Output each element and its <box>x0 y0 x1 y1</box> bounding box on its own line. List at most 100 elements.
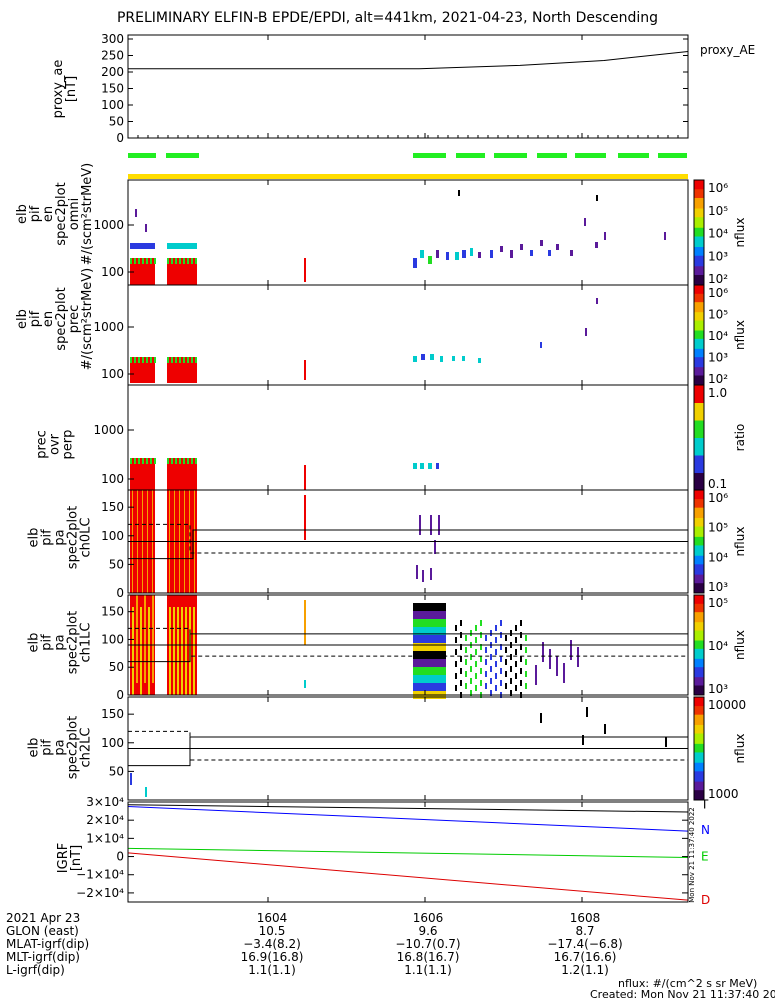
data-cell <box>515 649 517 655</box>
colorbar-segment <box>694 739 704 743</box>
colorbar-segment <box>694 598 704 601</box>
colorbar-segment <box>694 529 704 532</box>
data-cell <box>421 354 425 360</box>
data-cell <box>520 644 522 650</box>
data-cell <box>419 651 422 659</box>
data-cell <box>520 244 523 250</box>
colorbar-segment <box>694 190 704 193</box>
data-cell <box>425 627 428 635</box>
xrow-glon-2: 9.6 <box>418 924 438 938</box>
data-cell <box>434 619 437 627</box>
data-cell <box>440 603 443 611</box>
data-cell <box>422 667 425 675</box>
colorbar-segment <box>694 353 704 356</box>
colorbar-segment <box>694 680 704 683</box>
colorbar-segment <box>694 670 704 673</box>
data-cell <box>422 651 425 659</box>
data-cell <box>584 218 586 226</box>
colorbar-segment <box>694 621 704 624</box>
y-tick-label: 100 <box>101 736 124 750</box>
colorbar-tick-label: 10³ <box>708 249 728 263</box>
data-cell <box>431 635 434 643</box>
colorbar-segment <box>694 308 704 311</box>
data-cell <box>193 607 195 695</box>
data-cell <box>422 627 425 635</box>
colorbar-segment <box>694 253 704 256</box>
colorbar-segment <box>694 423 704 426</box>
data-cell <box>505 683 507 689</box>
data-cell <box>455 637 457 643</box>
data-cell <box>416 627 419 635</box>
data-cell <box>419 515 421 535</box>
data-cell <box>470 630 472 636</box>
data-cell <box>422 635 425 643</box>
colorbar-segment <box>694 623 704 626</box>
y-tick-label: 50 <box>109 557 124 571</box>
xrow-label-mlat: MLAT-igrf(dip) <box>6 937 90 951</box>
colorbar-segment <box>694 183 704 186</box>
colorbar-segment <box>694 222 704 225</box>
colorbar-segment <box>694 507 704 510</box>
colorbar-segment <box>694 291 704 294</box>
data-cell <box>416 659 419 667</box>
colorbar-segment <box>694 753 704 756</box>
colorbar-segment <box>694 774 704 777</box>
colorbar-segment <box>694 722 704 725</box>
colorbar-segment <box>694 522 704 525</box>
colorbar-segment <box>694 631 704 634</box>
legend-proxy-ae: proxy_AE <box>700 43 756 57</box>
data-cell <box>440 643 443 651</box>
colorbar-segment <box>694 331 704 334</box>
data-cell <box>413 603 416 611</box>
data-cell <box>191 357 193 363</box>
colorbar-segment <box>694 550 704 553</box>
data-cell <box>150 357 152 363</box>
colorbar-segment <box>694 407 704 410</box>
data-cell <box>455 661 457 667</box>
ylabel-proxy-ae: proxy_ae [nT] <box>51 59 79 119</box>
colorbar-segment <box>694 772 704 775</box>
data-cell <box>422 619 425 627</box>
data-cell <box>542 642 544 662</box>
y-tick-label: 1×10⁴ <box>86 831 124 845</box>
colorbar-segment <box>694 432 704 435</box>
data-cell <box>458 190 460 196</box>
data-cell <box>520 632 522 638</box>
data-cell <box>187 357 189 363</box>
data-cell <box>440 659 443 667</box>
data-cell <box>475 673 477 679</box>
data-cell <box>505 671 507 677</box>
colorbar-segment <box>694 243 704 246</box>
data-cell <box>416 635 419 643</box>
colorbar-segment <box>694 381 704 384</box>
colorbar-segment <box>694 366 704 369</box>
colorbar-segment <box>694 683 704 686</box>
data-cell <box>437 667 440 675</box>
colorbar-tick-label: 10³ <box>708 580 728 594</box>
colorbar-segment <box>694 767 704 770</box>
data-cell <box>440 356 443 362</box>
data-cell <box>437 675 440 683</box>
data-cell <box>515 685 517 691</box>
data-cell <box>416 651 419 659</box>
data-cell <box>462 356 465 361</box>
colorbar-tick-label: 10³ <box>708 682 728 696</box>
colorbar-segment <box>694 360 704 363</box>
data-cell <box>525 683 527 689</box>
colorbar-segment <box>694 746 704 749</box>
data-cell <box>413 258 417 268</box>
data-cell <box>465 671 467 677</box>
colorbar-segment <box>694 449 704 452</box>
colorbar-segment <box>694 705 704 708</box>
colorbar-segment <box>694 782 704 786</box>
loss-cone-dashed <box>128 730 688 761</box>
data-cell <box>480 656 482 662</box>
colorbar-segment <box>694 285 704 288</box>
data-cell <box>515 625 517 631</box>
data-cell <box>145 787 147 797</box>
y-tick-label: 50 <box>109 115 124 129</box>
y-tick-label: 250 <box>101 49 124 63</box>
colorbar-segment <box>694 218 704 221</box>
colorbar-segment <box>694 437 704 440</box>
colorbar-segment <box>694 484 704 487</box>
